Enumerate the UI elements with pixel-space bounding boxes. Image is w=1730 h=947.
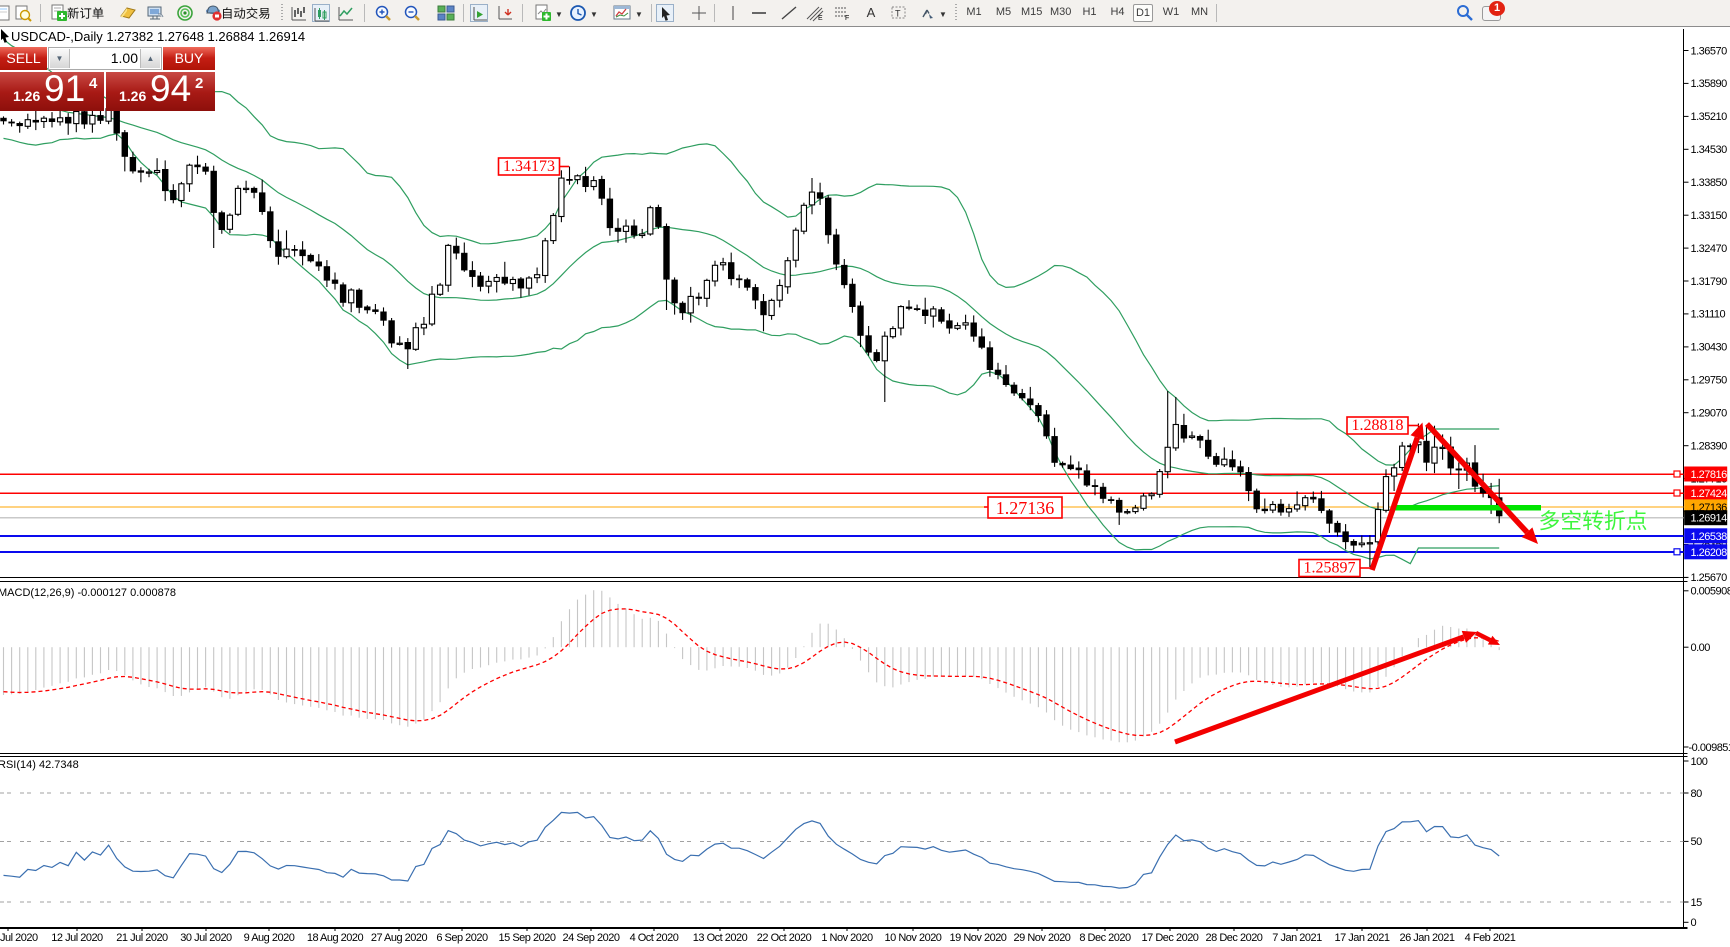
svg-text:0: 0 — [1691, 917, 1697, 929]
svg-text:80: 80 — [1691, 788, 1703, 800]
svg-text:24 Sep 2020: 24 Sep 2020 — [563, 932, 620, 944]
svg-text:1.26538: 1.26538 — [1691, 531, 1728, 543]
svg-text:30 Jul 2020: 30 Jul 2020 — [180, 932, 232, 944]
svg-text:4 Feb 2021: 4 Feb 2021 — [1465, 932, 1516, 944]
svg-text:1.26208: 1.26208 — [1691, 547, 1728, 559]
svg-text:1.33150: 1.33150 — [1691, 210, 1728, 222]
svg-text:1.31110: 1.31110 — [1691, 309, 1726, 321]
svg-text:4 Oct 2020: 4 Oct 2020 — [630, 932, 679, 944]
svg-text:0.00: 0.00 — [1691, 642, 1711, 654]
svg-text:RSI(14) 42.7348: RSI(14) 42.7348 — [0, 759, 79, 771]
svg-text:8 Dec 2020: 8 Dec 2020 — [1079, 932, 1131, 944]
svg-text:1.33850: 1.33850 — [1691, 177, 1728, 189]
svg-text:E: E — [818, 15, 823, 22]
svg-text:1.35210: 1.35210 — [1691, 111, 1728, 123]
svg-text:1.32470: 1.32470 — [1691, 243, 1728, 255]
svg-text:1.27816: 1.27816 — [1691, 469, 1728, 481]
svg-text:MACD(12,26,9) -0.000127 0.0008: MACD(12,26,9) -0.000127 0.000878 — [0, 587, 176, 599]
svg-text:1.31790: 1.31790 — [1691, 276, 1728, 288]
svg-text:1.29070: 1.29070 — [1691, 408, 1728, 420]
svg-text:26 Jan 2021: 26 Jan 2021 — [1399, 932, 1454, 944]
svg-text:-0.009851: -0.009851 — [1689, 742, 1730, 754]
svg-text:1.26914: 1.26914 — [1691, 513, 1728, 525]
svg-text:1.36570: 1.36570 — [1691, 45, 1728, 57]
svg-text:28 Dec 2020: 28 Dec 2020 — [1206, 932, 1263, 944]
svg-text:21 Jul 2020: 21 Jul 2020 — [116, 932, 168, 944]
svg-text:1.34530: 1.34530 — [1691, 144, 1728, 156]
svg-text:10 Nov 2020: 10 Nov 2020 — [885, 932, 942, 944]
svg-text:1.34173: 1.34173 — [503, 158, 555, 175]
svg-text:F: F — [845, 15, 849, 22]
svg-text:1 Nov 2020: 1 Nov 2020 — [821, 932, 873, 944]
svg-text:1.29750: 1.29750 — [1691, 375, 1728, 387]
svg-text:1.27424: 1.27424 — [1691, 488, 1728, 500]
svg-text:USDCAD-,Daily 1.27382 1.27648: USDCAD-,Daily 1.27382 1.27648 1.26884 1.… — [11, 29, 305, 44]
svg-text:17 Jan 2021: 17 Jan 2021 — [1334, 932, 1389, 944]
svg-text:27 Aug 2020: 27 Aug 2020 — [371, 932, 428, 944]
svg-text:1.25897: 1.25897 — [1304, 560, 1356, 577]
svg-text:0.005908: 0.005908 — [1691, 585, 1730, 597]
svg-text:19 Nov 2020: 19 Nov 2020 — [950, 932, 1007, 944]
svg-text:7 Jan 2021: 7 Jan 2021 — [1272, 932, 1322, 944]
svg-text:29 Nov 2020: 29 Nov 2020 — [1014, 932, 1071, 944]
svg-text:1.30430: 1.30430 — [1691, 342, 1728, 354]
svg-text:1.27136: 1.27136 — [996, 498, 1055, 518]
svg-text:1.28818: 1.28818 — [1352, 417, 1404, 434]
svg-text:1.28390: 1.28390 — [1691, 441, 1728, 453]
svg-text:13 Oct 2020: 13 Oct 2020 — [693, 932, 748, 944]
svg-text:15 Sep 2020: 15 Sep 2020 — [499, 932, 556, 944]
svg-text:Jul 2020: Jul 2020 — [0, 932, 38, 944]
svg-text:9 Aug 2020: 9 Aug 2020 — [244, 932, 295, 944]
svg-text:17 Dec 2020: 17 Dec 2020 — [1142, 932, 1199, 944]
svg-text:50: 50 — [1691, 836, 1703, 848]
svg-text:6 Sep 2020: 6 Sep 2020 — [436, 932, 488, 944]
svg-text:1.25670: 1.25670 — [1691, 572, 1728, 584]
svg-text:22 Oct 2020: 22 Oct 2020 — [757, 932, 812, 944]
svg-text:18 Aug 2020: 18 Aug 2020 — [307, 932, 364, 944]
svg-text:12 Jul 2020: 12 Jul 2020 — [51, 932, 103, 944]
svg-text:T: T — [895, 9, 901, 19]
svg-text:15: 15 — [1691, 897, 1703, 909]
svg-text:1.35890: 1.35890 — [1691, 78, 1728, 90]
svg-text:100: 100 — [1691, 756, 1708, 768]
